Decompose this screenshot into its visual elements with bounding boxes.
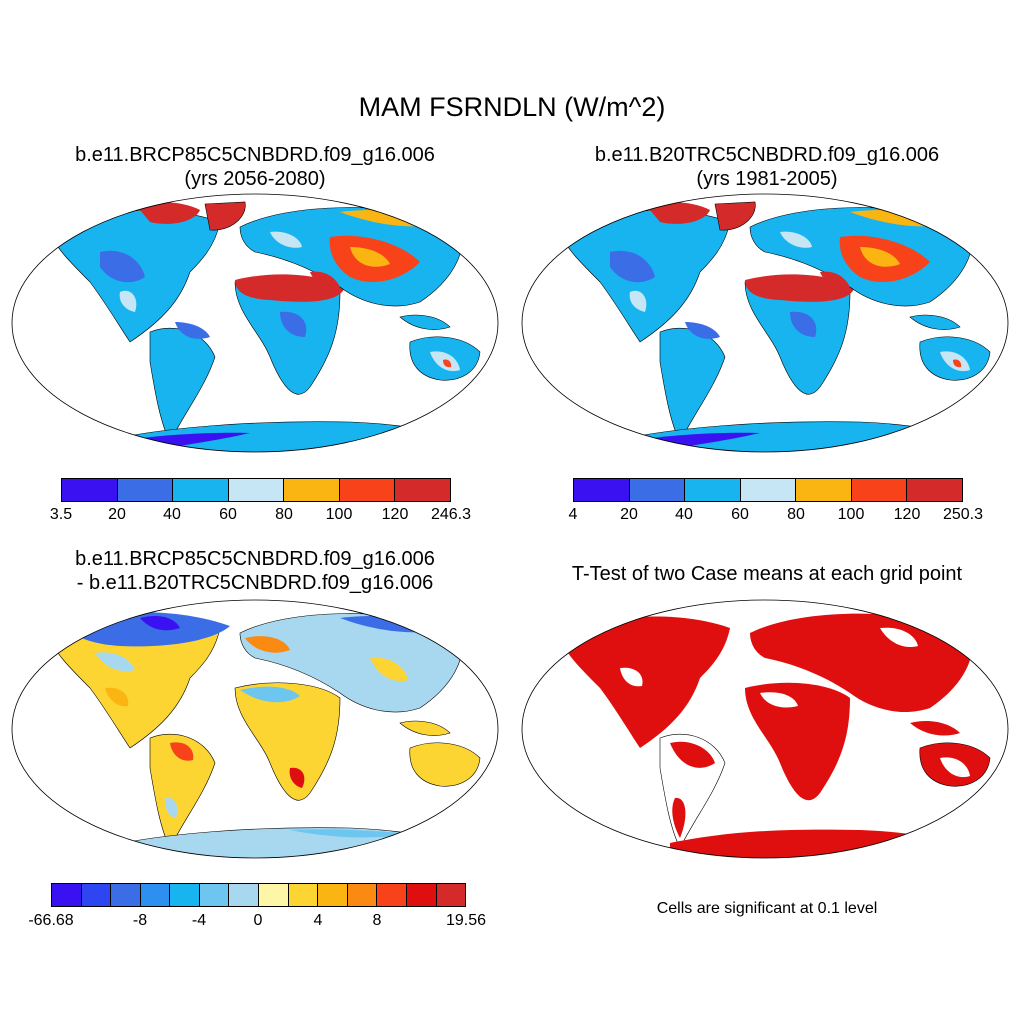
panel-title-case1: b.e11.BRCP85C5CNBDRD.f09_g16.006 (yrs 20… — [20, 143, 490, 191]
colorbar-swatch — [173, 479, 229, 501]
colorbar-swatch — [851, 479, 908, 501]
colorbar-tick: 40 — [163, 506, 181, 523]
panel-title-line1: b.e11.BRCP85C5CNBDRD.f09_g16.006 — [75, 548, 435, 570]
map-case2 — [521, 193, 1009, 453]
figure-title: MAM FSRNDLN (W/m^2) — [358, 92, 666, 122]
colorbar-swatch — [436, 884, 466, 906]
colorbar-swatch — [117, 479, 174, 501]
colorbar-tick: 60 — [219, 506, 237, 523]
colorbar-swatch — [228, 479, 285, 501]
colorbar-tick: -66.68 — [28, 912, 74, 929]
colorbar-tick: 120 — [893, 506, 921, 523]
colorbar-swatch — [339, 479, 396, 501]
panel-title-line2: (yrs 1981-2005) — [696, 168, 838, 190]
colorbar-tick: 4 — [313, 912, 323, 929]
significance-note: Cells are significant at 0.1 level — [656, 900, 878, 917]
colorbar-tick: 80 — [787, 506, 805, 523]
colorbar-swatch — [377, 884, 407, 906]
colorbar-case2 — [573, 478, 963, 502]
colorbar-swatch — [629, 479, 686, 501]
colorbar-swatch — [406, 884, 437, 906]
panel-title-case2: b.e11.B20TRC5CNBDRD.f09_g16.006 (yrs 198… — [532, 143, 1002, 191]
colorbar-swatch — [574, 479, 630, 501]
panel-title-line2: (yrs 2056-2080) — [184, 168, 326, 190]
colorbar-swatch — [140, 884, 171, 906]
colorbar-tick: 4 — [568, 506, 578, 523]
colorbar-diff — [51, 883, 466, 907]
colorbar-tick: 250.3 — [942, 506, 984, 523]
colorbar-tick: 246.3 — [430, 506, 472, 523]
colorbar-swatch — [111, 884, 141, 906]
panel-title-line1: b.e11.BRCP85C5CNBDRD.f09_g16.006 — [75, 144, 435, 166]
colorbar-swatch — [62, 479, 118, 501]
colorbar-swatch — [199, 884, 230, 906]
colorbar-swatch — [740, 479, 797, 501]
panel-title-line1: b.e11.B20TRC5CNBDRD.f09_g16.006 — [594, 144, 940, 166]
colorbar-tick: 19.56 — [445, 912, 487, 929]
colorbar-swatch — [229, 884, 260, 906]
colorbar-tick: 20 — [108, 506, 126, 523]
colorbar-swatch — [347, 884, 378, 906]
colorbar-swatch — [907, 479, 963, 501]
colorbar-swatch — [685, 479, 741, 501]
colorbar-swatch — [81, 884, 112, 906]
colorbar-swatch — [796, 479, 852, 501]
colorbar-tick: 8 — [372, 912, 382, 929]
colorbar-tick: 120 — [381, 506, 409, 523]
map-diff — [11, 599, 499, 859]
map-case1 — [11, 193, 499, 453]
colorbar-tick: 3.5 — [49, 506, 73, 523]
colorbar-tick: 100 — [837, 506, 865, 523]
colorbar-tick: 60 — [731, 506, 749, 523]
map-ttest — [521, 599, 1009, 859]
panel-title-ttest: T-Test of two Case means at each grid po… — [532, 562, 1002, 586]
colorbar-swatch — [288, 884, 319, 906]
colorbar-tick: -4 — [191, 912, 207, 929]
colorbar-swatch — [318, 884, 348, 906]
colorbar-swatch — [284, 479, 340, 501]
panel-title-line2: - b.e11.B20TRC5CNBDRD.f09_g16.006 — [76, 572, 434, 594]
colorbar-tick: 20 — [620, 506, 638, 523]
panel-title-line1: T-Test of two Case means at each grid po… — [571, 563, 963, 585]
colorbar-tick: 40 — [675, 506, 693, 523]
colorbar-tick: 100 — [325, 506, 353, 523]
colorbar-tick: 80 — [275, 506, 293, 523]
colorbar-case1 — [61, 478, 451, 502]
colorbar-swatch — [170, 884, 200, 906]
colorbar-tick: -8 — [132, 912, 148, 929]
colorbar-tick: 0 — [253, 912, 263, 929]
panel-title-diff: b.e11.BRCP85C5CNBDRD.f09_g16.006 - b.e11… — [20, 547, 490, 595]
colorbar-swatch — [395, 479, 451, 501]
colorbar-swatch — [52, 884, 82, 906]
colorbar-swatch — [259, 884, 289, 906]
